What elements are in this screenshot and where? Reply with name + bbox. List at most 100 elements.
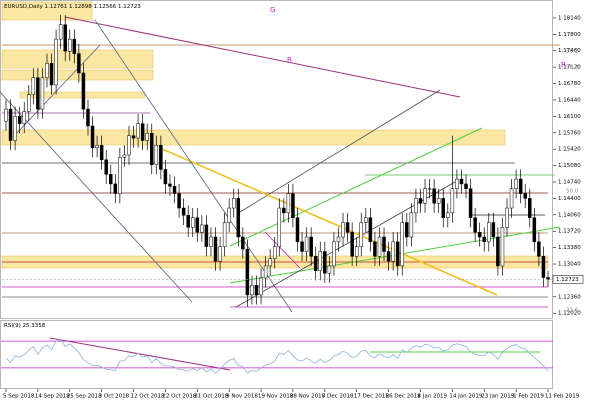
candle-body [482, 236, 486, 243]
candle-body [241, 236, 245, 250]
candle-body [295, 217, 300, 243]
candle-body [364, 217, 368, 223]
candle-body [518, 178, 523, 194]
candle-body [405, 222, 409, 238]
candle-body [327, 265, 332, 274]
rsi-value: 25.3358 [22, 323, 45, 329]
candle-body [104, 159, 108, 175]
candle-body [181, 207, 186, 216]
trendline [159, 147, 498, 296]
candle-body [350, 231, 354, 257]
y-tick-label: 1.15760 [558, 130, 581, 136]
candle-body [27, 94, 31, 112]
candle-body [86, 108, 90, 127]
x-tick-label: 31 Oct 2018 [194, 394, 229, 400]
y-tick-label: 1.12360 [558, 294, 581, 300]
candle-body [68, 38, 72, 52]
symbol: EURUSD,Daily [4, 4, 43, 10]
annotation: 38.2 [566, 65, 578, 71]
candle-body [22, 111, 26, 124]
candle-body [209, 236, 213, 247]
candle-body [546, 277, 550, 280]
candle-body [532, 217, 537, 243]
annotation: R [287, 56, 292, 64]
candle-body [359, 222, 364, 247]
x-tick-label: 14 Sep 2018 [35, 394, 70, 400]
candle-body [4, 108, 8, 122]
rsi-panel [0, 320, 553, 389]
candle-body [414, 198, 418, 214]
zone [1, 1, 93, 21]
candle-body [541, 256, 546, 278]
candle-body [313, 256, 318, 272]
zone [1, 129, 506, 146]
candle-body [409, 212, 414, 238]
candle-body [54, 38, 58, 86]
candle-body [81, 72, 86, 110]
y-tick-label: 1.17800 [558, 32, 581, 38]
candle-body [145, 133, 149, 141]
candle-body [500, 227, 505, 267]
open-value: 1.12761 [45, 4, 68, 10]
trendlines [0, 16, 561, 371]
candle-body [528, 198, 532, 218]
candle-body [254, 285, 259, 296]
candle-body [400, 222, 405, 267]
candle-body [177, 193, 181, 209]
candle-body [496, 236, 500, 267]
candle-body [259, 277, 263, 296]
candle-body [190, 217, 195, 228]
y-tick-label: 1.15080 [558, 163, 581, 169]
x-tick-label: 14 Jan 2019 [449, 394, 482, 400]
candle-body [236, 198, 241, 238]
rsi-header: RSI(9) 25.3358 [4, 323, 46, 329]
candle-body [391, 241, 395, 262]
candle-body [432, 188, 436, 204]
candle-body [140, 123, 145, 141]
candle-body [245, 248, 250, 296]
rsi-line [5, 338, 549, 374]
candle-body [304, 236, 309, 252]
candle-body [300, 241, 304, 252]
candle-body [127, 135, 131, 156]
candle-body [323, 251, 327, 274]
candle-body [72, 38, 77, 54]
candle-body [291, 193, 295, 218]
candle-body [382, 236, 386, 252]
x-tick-label: 9 Nov 2018 [226, 394, 258, 400]
candle-body [473, 217, 477, 233]
candle-body [204, 224, 209, 247]
candle-body [118, 157, 122, 194]
candle-body [109, 174, 113, 185]
candle-body [172, 186, 177, 194]
candle-body [491, 222, 496, 238]
x-tick-label: 19 Nov 2018 [258, 394, 294, 400]
y-tick-label: 1.16780 [558, 81, 581, 87]
candle-body [17, 116, 22, 124]
candle-body [195, 217, 200, 233]
candle-body [95, 145, 99, 148]
trendline [64, 16, 461, 98]
candle-body [354, 246, 359, 257]
candle-body [277, 207, 282, 247]
candle-body [40, 77, 45, 110]
price-panel [0, 0, 553, 319]
candle-body [318, 251, 323, 272]
candle-body [537, 241, 541, 257]
candle-body [186, 215, 190, 228]
candle-body [268, 258, 272, 267]
y-tick-label: 1.12020 [558, 311, 581, 317]
candle-body [131, 135, 136, 139]
candle-body [159, 145, 163, 170]
candle-body [8, 108, 13, 141]
trendline [235, 181, 456, 308]
candle-body [282, 207, 286, 214]
candle-body [149, 133, 154, 165]
candle-body [523, 193, 527, 199]
x-tick-label: 25 Sep 2018 [67, 394, 102, 400]
x-tick-label: 5 Sep 2018 [3, 394, 35, 400]
candle-body [477, 231, 482, 238]
candle-body [213, 236, 218, 262]
x-tick-label: 4 Jan 2019 [417, 394, 447, 400]
